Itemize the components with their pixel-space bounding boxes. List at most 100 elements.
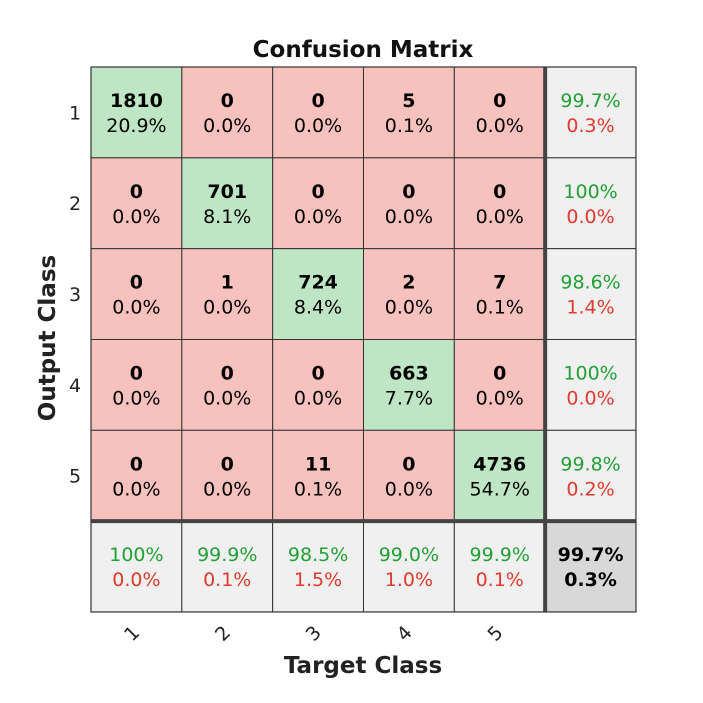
matrix-cell [90, 248, 183, 340]
row-correct-label: 99.7% [560, 90, 620, 112]
row-summary-cell [544, 66, 637, 159]
matrix-cell [272, 338, 364, 431]
cell-count-label: 1810 [110, 90, 163, 112]
cell-percent-label: 0.0% [294, 115, 342, 137]
cell-percent-label: 0.0% [294, 206, 342, 228]
cell-percent-label: 0.0% [385, 297, 433, 319]
overall-error-label: 0.3% [564, 569, 617, 591]
matrix-cell [272, 157, 364, 250]
column-summary-cell [181, 520, 274, 613]
cell-count-label: 1 [221, 272, 234, 294]
column-summary-cell [272, 520, 364, 613]
y-tick-label: 1 [69, 102, 81, 124]
matrix-cell [453, 338, 546, 431]
column-error-label: 0.0% [112, 569, 160, 591]
column-error-label: 1.0% [385, 569, 433, 591]
cell-count-label: 7 [493, 272, 506, 294]
x-tick-label: 2 [211, 622, 235, 646]
y-tick-label: 3 [69, 284, 81, 306]
matrix-cell [181, 157, 274, 250]
matrix-cell [181, 429, 274, 522]
row-error-label: 0.3% [566, 115, 614, 137]
cell-count-label: 0 [221, 453, 234, 475]
cell-percent-label: 0.0% [385, 478, 433, 500]
cell-percent-label: 0.0% [203, 297, 251, 319]
row-correct-label: 100% [563, 362, 617, 384]
matrix-border [90, 66, 637, 613]
column-correct-label: 99.9% [470, 544, 530, 566]
cell-percent-label: 0.0% [476, 115, 524, 137]
cell-count-label: 0 [493, 181, 506, 203]
matrix-cell [272, 248, 364, 340]
cell-count-label: 0 [221, 362, 234, 384]
cell-percent-label: 0.1% [294, 478, 342, 500]
cell-percent-label: 0.0% [385, 206, 433, 228]
matrix-cell [362, 248, 455, 340]
x-axis-label: Target Class [284, 653, 442, 679]
cell-count-label: 701 [207, 181, 247, 203]
column-correct-label: 100% [109, 544, 163, 566]
cell-percent-label: 8.1% [203, 206, 251, 228]
matrix-cell [453, 157, 546, 250]
cell-percent-label: 0.0% [112, 297, 160, 319]
x-tick-label: 1 [120, 622, 144, 646]
column-summary-cell [90, 520, 183, 613]
cell-count-label: 0 [493, 90, 506, 112]
cell-count-label: 0 [402, 181, 415, 203]
column-correct-label: 99.0% [379, 544, 439, 566]
column-correct-label: 99.9% [197, 544, 257, 566]
matrix-cell [90, 338, 183, 431]
matrix-cell [90, 429, 183, 522]
cell-count-label: 724 [298, 272, 338, 294]
cell-percent-label: 0.0% [112, 478, 160, 500]
row-summary-cell [544, 338, 637, 431]
row-error-label: 0.0% [566, 206, 614, 228]
x-tick-label: 3 [302, 622, 326, 646]
matrix-cell [362, 66, 455, 159]
cell-count-label: 0 [130, 362, 143, 384]
matrix-cell [181, 338, 274, 431]
x-tick-label: 5 [483, 622, 507, 646]
cell-count-label: 0 [311, 181, 324, 203]
matrix-cell [90, 66, 183, 159]
row-error-label: 0.0% [566, 387, 614, 409]
cell-count-label: 0 [221, 90, 234, 112]
cell-percent-label: 0.0% [294, 387, 342, 409]
cell-count-label: 0 [130, 181, 143, 203]
column-correct-label: 98.5% [288, 544, 348, 566]
matrix-cell [453, 429, 546, 522]
column-error-label: 1.5% [294, 569, 342, 591]
cell-percent-label: 0.1% [476, 297, 524, 319]
row-error-label: 1.4% [566, 297, 614, 319]
cell-count-label: 2 [402, 272, 415, 294]
overall-cell [544, 520, 637, 613]
row-summary-cell [544, 157, 637, 250]
cell-count-label: 0 [402, 453, 415, 475]
column-error-label: 0.1% [476, 569, 524, 591]
cell-percent-label: 0.0% [112, 387, 160, 409]
cell-percent-label: 0.0% [476, 206, 524, 228]
matrix-cell [181, 248, 274, 340]
matrix-cell [181, 66, 274, 159]
column-error-label: 0.1% [203, 569, 251, 591]
cell-percent-label: 0.0% [203, 478, 251, 500]
matrix-cell [272, 429, 364, 522]
y-tick-label: 2 [69, 193, 81, 215]
cell-count-label: 663 [389, 362, 429, 384]
cell-percent-label: 0.0% [476, 387, 524, 409]
row-error-label: 0.2% [566, 478, 614, 500]
cell-percent-label: 0.0% [203, 387, 251, 409]
y-tick-label: 4 [69, 375, 81, 397]
x-tick-label: 4 [393, 622, 417, 646]
column-summary-cell [453, 520, 546, 613]
matrix-cell [362, 157, 455, 250]
cell-percent-label: 7.7% [385, 387, 433, 409]
matrix-cell [362, 429, 455, 522]
cell-percent-label: 0.1% [385, 115, 433, 137]
cell-count-label: 0 [130, 272, 143, 294]
matrix-cell [90, 157, 183, 250]
cell-count-label: 11 [305, 453, 331, 475]
cell-percent-label: 0.0% [112, 206, 160, 228]
row-correct-label: 99.8% [560, 453, 620, 475]
